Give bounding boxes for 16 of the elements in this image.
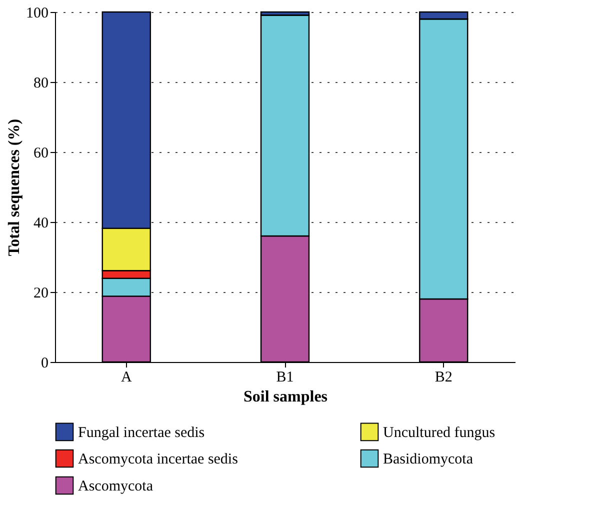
- y-tick-label: 80: [34, 76, 48, 92]
- legend-label: Ascomycota: [78, 478, 154, 494]
- legend-label: Fungal incertae sedis: [78, 424, 205, 441]
- y-tick-label: 100: [26, 6, 48, 22]
- legend-label: Basidiomycota: [383, 452, 474, 468]
- x-axis-title: Soil samples: [243, 388, 328, 406]
- legend-label: Uncultured fungus: [383, 424, 496, 441]
- x-tick-label: B2: [434, 370, 452, 386]
- y-tick-label: 40: [34, 216, 48, 232]
- x-tick-label: B1: [276, 370, 294, 386]
- x-tick-label: A: [120, 370, 132, 386]
- y-tick-label: 20: [34, 286, 48, 302]
- y-axis-title: Total sequences (%): [6, 118, 23, 256]
- y-tick-label: 60: [34, 146, 48, 162]
- y-tick-label: 0: [41, 356, 48, 372]
- legend-label: Ascomycota incertae sedis: [78, 452, 238, 468]
